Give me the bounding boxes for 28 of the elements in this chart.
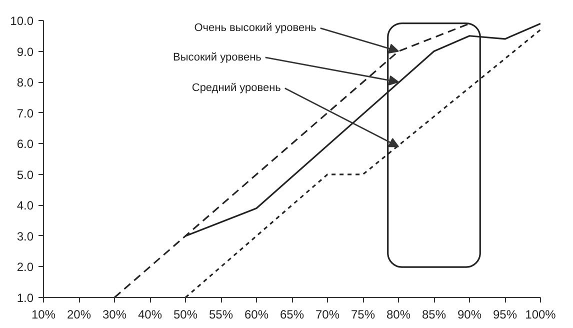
- y-tick-label: 3.0: [16, 229, 34, 244]
- y-tick-label: 2.0: [16, 260, 34, 274]
- y-tick-label: 8.0: [16, 76, 34, 90]
- x-tick-label: 60%: [244, 308, 269, 322]
- x-tick-label: 70%: [315, 308, 340, 322]
- y-tick-label: 7.0: [16, 106, 34, 120]
- x-tick-label: 85%: [422, 308, 446, 322]
- x-tick-label: 65%: [280, 308, 304, 322]
- x-tick-label: 40%: [138, 308, 162, 322]
- annotation: Высокий уровень: [172, 51, 262, 64]
- annotation: Средний уровень: [192, 82, 282, 94]
- x-tick-label: 90%: [457, 308, 482, 322]
- y-tick-label: 1.0: [16, 291, 34, 305]
- y-tick-label: 10.0: [10, 14, 34, 28]
- x-tick-label: 30%: [102, 308, 127, 322]
- y-tick-label: 5.0: [16, 168, 34, 182]
- x-tick-label: 20%: [66, 308, 92, 322]
- y-tick-label: 4.0: [16, 198, 34, 213]
- x-tick-label: 55%: [208, 308, 234, 322]
- x-tick-label: 100%: [525, 308, 556, 322]
- x-tick-label: 80%: [386, 308, 411, 322]
- x-tick-label: 75%: [350, 308, 376, 322]
- x-tick-label: 95%: [492, 308, 518, 322]
- y-tick-label: 9.0: [16, 44, 34, 59]
- annotation: Очень высокий уровень: [194, 22, 317, 34]
- x-tick-label: 50%: [173, 308, 198, 322]
- x-tick-label: 10%: [31, 308, 56, 322]
- y-tick-label: 6.0: [16, 137, 34, 152]
